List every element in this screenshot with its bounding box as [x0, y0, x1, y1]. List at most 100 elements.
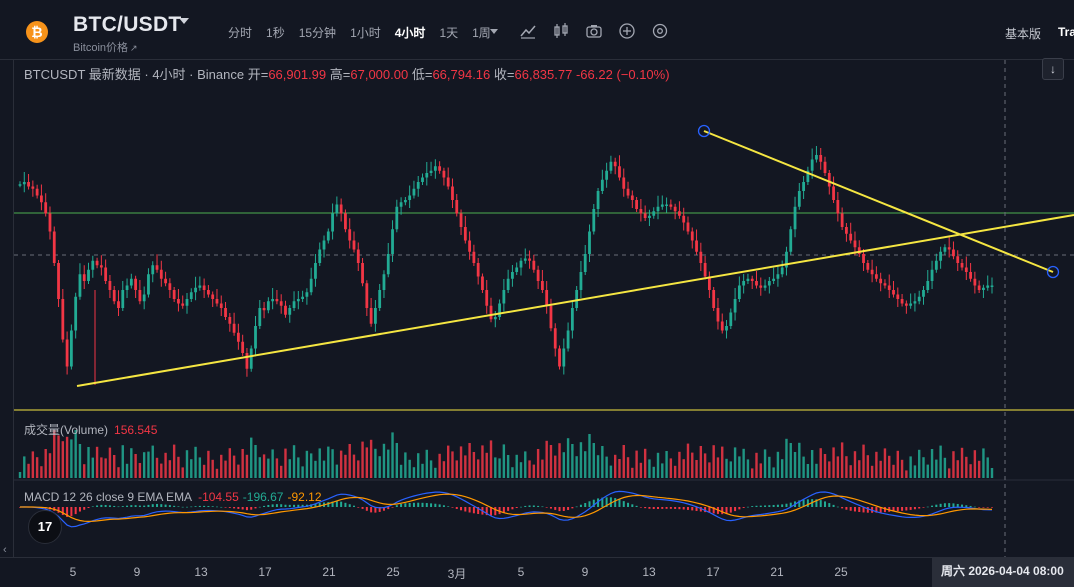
- low-label: 低=: [411, 67, 433, 82]
- interval-tabs: 分时 1秒 15分钟 1小时 4小时 1天 1周: [228, 24, 505, 41]
- candle-body: [613, 161, 617, 167]
- macd-histogram-bar: [943, 503, 946, 507]
- macd-histogram-bar: [913, 507, 916, 510]
- interval-tab-1d[interactable]: 1天: [439, 26, 459, 40]
- time-tick: 13: [194, 565, 208, 579]
- time-tick: 25: [834, 565, 848, 579]
- chevron-left-icon[interactable]: ‹: [3, 544, 7, 556]
- candle-body: [318, 249, 322, 263]
- interval-tab-1s[interactable]: 1秒: [266, 26, 285, 40]
- volume-bar: [155, 457, 159, 478]
- volume-bar: [545, 440, 548, 478]
- macd-histogram-bar: [909, 507, 912, 510]
- interval-tab-1w[interactable]: 1周: [472, 26, 491, 40]
- descending-trendline[interactable]: [703, 130, 1054, 273]
- settings-icon[interactable]: [651, 22, 669, 40]
- candle-body: [874, 274, 878, 279]
- macd-histogram-bar: [387, 507, 390, 510]
- candle-body: [763, 285, 767, 288]
- tradingview-version-toggle[interactable]: Tra: [1058, 25, 1074, 39]
- candle-body: [361, 263, 364, 284]
- macd-histogram-bar: [331, 501, 334, 507]
- macd-histogram-bar: [537, 505, 540, 507]
- candle-body: [476, 263, 480, 277]
- camera-icon[interactable]: [585, 22, 603, 40]
- interval-tab-1h[interactable]: 1小时: [350, 26, 381, 40]
- arrow-down-icon[interactable]: ↓: [1042, 58, 1064, 80]
- candle-body: [27, 182, 30, 187]
- candle-body: [545, 290, 549, 306]
- macd-histogram-bar: [639, 507, 642, 508]
- candle-body: [344, 213, 347, 230]
- candle-body: [374, 308, 377, 324]
- candle-body: [147, 274, 150, 295]
- macd-histogram-bar: [875, 507, 878, 513]
- indicator-icon[interactable]: [519, 22, 537, 40]
- volume-bar: [224, 460, 227, 478]
- macd-histogram-bar: [665, 507, 668, 509]
- candle-body: [639, 209, 643, 214]
- chevron-down-icon[interactable]: [179, 18, 189, 24]
- candle-body: [896, 294, 900, 299]
- macd-histogram-bar: [507, 507, 510, 511]
- trendline-handle[interactable]: [697, 124, 711, 138]
- macd-histogram-bar: [614, 498, 617, 507]
- volume-bar: [592, 443, 595, 478]
- symbol-subtitle-link[interactable]: Bitcoin价格 ↗: [73, 39, 138, 55]
- candle-body: [134, 278, 138, 290]
- ascending-trendline[interactable]: [76, 214, 1074, 387]
- volume-bar: [930, 449, 934, 478]
- volume-bar: [836, 456, 840, 478]
- candle-body: [468, 240, 472, 252]
- candle-body: [960, 263, 964, 268]
- volume-bar: [48, 453, 52, 478]
- macd-histogram-bar: [391, 507, 394, 508]
- volume-bar: [990, 468, 994, 478]
- chart-header: ₿ BTC/USDT Bitcoin价格 ↗ 分时 1秒 15分钟 1小时 4小时…: [0, 0, 1074, 60]
- volume-bar: [348, 444, 351, 478]
- candle-body: [682, 215, 686, 223]
- macd-histogram-bar: [554, 507, 557, 510]
- macd-value: -104.55: [198, 490, 239, 504]
- macd-histogram-bar: [57, 507, 60, 513]
- macd-histogram-bar: [301, 504, 304, 507]
- interval-dropdown-icon[interactable]: [490, 29, 498, 34]
- macd-histogram-bar: [121, 506, 124, 507]
- macd-histogram-bar: [83, 507, 86, 510]
- basic-version-toggle[interactable]: 基本版: [1005, 27, 1042, 41]
- interval-tab-15m[interactable]: 15分钟: [298, 26, 337, 40]
- volume-bar: [643, 448, 647, 478]
- interval-tab-4h[interactable]: 4小时: [394, 26, 426, 40]
- macd-histogram-bar: [982, 507, 985, 508]
- volume-bar: [138, 463, 142, 478]
- candle-body: [990, 285, 994, 287]
- interval-tab-line[interactable]: 分时: [228, 26, 253, 40]
- add-icon[interactable]: [618, 22, 636, 40]
- symbol-selector[interactable]: BTC/USDT: [73, 13, 182, 36]
- symbol-subtitle[interactable]: Bitcoin价格: [73, 42, 129, 54]
- volume-bar: [986, 457, 989, 478]
- chart-canvas[interactable]: [14, 60, 1074, 557]
- volume-bar: [785, 438, 788, 478]
- price-chart[interactable]: [14, 60, 1074, 557]
- tradingview-logo[interactable]: 17: [28, 510, 62, 544]
- trendline-handle[interactable]: [1046, 265, 1060, 279]
- chart-style-icon[interactable]: [552, 22, 570, 40]
- macd-histogram-bar: [768, 505, 771, 507]
- volume-bar: [609, 465, 613, 478]
- volume-bar: [211, 459, 214, 478]
- macd-histogram-bar: [220, 506, 223, 508]
- macd-histogram-bar: [370, 507, 373, 513]
- macd-histogram-bar: [575, 506, 578, 508]
- volume-bar: [588, 434, 591, 478]
- volume-bar: [596, 455, 600, 478]
- candle-body: [879, 278, 883, 284]
- volume-bar: [232, 455, 236, 478]
- volume-bar: [532, 464, 536, 478]
- volume-bar: [669, 458, 673, 478]
- time-axis[interactable]: 5 9 13 17 21 25 3月 5 9 13 17 21 25 周六 20…: [0, 557, 1074, 587]
- candle-body: [767, 281, 771, 286]
- macd-histogram-bar: [545, 507, 548, 508]
- volume-bar: [776, 451, 780, 478]
- candle-body: [459, 213, 463, 227]
